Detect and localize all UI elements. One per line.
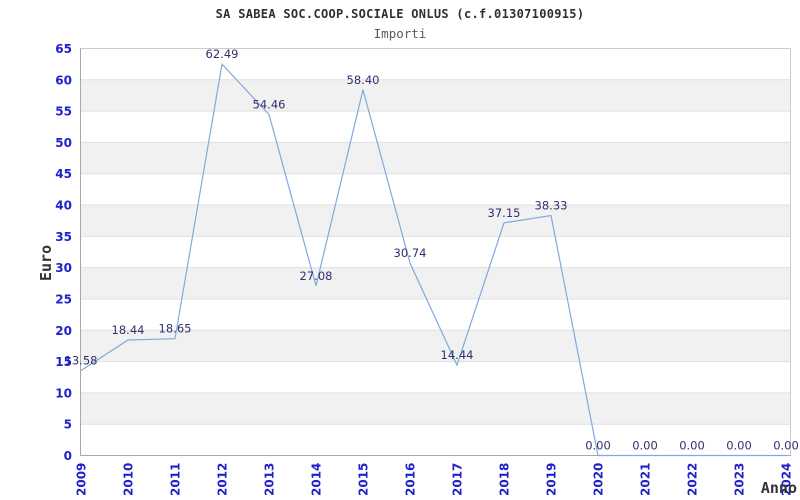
value-label: 0.00 [632, 439, 658, 453]
y-tick-label: 15 [55, 355, 72, 369]
chart-subtitle: Importi [373, 26, 427, 41]
x-tick-label: 2014 [310, 463, 324, 496]
axis-titles: Euro Anno [37, 245, 797, 497]
x-tick-label: 2010 [122, 463, 136, 496]
y-tick-label: 30 [55, 261, 72, 275]
y-tick-label: 25 [55, 292, 72, 306]
plot-band [80, 79, 791, 112]
y-tick-label: 20 [55, 324, 72, 338]
value-label: 37.15 [488, 206, 521, 220]
x-tick-label: 2022 [686, 463, 700, 496]
value-label: 13.58 [65, 354, 98, 368]
value-label: 14.44 [441, 348, 474, 362]
x-tick-label: 2012 [216, 463, 230, 496]
y-axis-title: Euro [37, 245, 55, 281]
series-importi-line [80, 62, 786, 457]
value-label: 0.00 [773, 439, 799, 453]
value-label: 18.44 [112, 323, 145, 337]
chart-title: SA SABEA SOC.COOP.SOCIALE ONLUS (c.f.013… [215, 7, 585, 21]
value-label: 18.65 [159, 322, 192, 336]
data-value-labels: 13.58 18.44 18.65 62.49 54.46 27.08 58.40 30.74… [65, 47, 799, 452]
value-label: 0.00 [726, 439, 752, 453]
x-tick-label: 2013 [263, 463, 277, 496]
x-tick-label: 2011 [169, 463, 183, 496]
x-tick-label: 2021 [639, 463, 653, 496]
plot-band [80, 392, 791, 425]
x-axis-tick-labels: 2009 2010 2011 2012 2013 2014 2015 2016 2017 2018… [75, 463, 794, 496]
y-tick-label: 40 [55, 199, 72, 213]
plot-band [80, 205, 791, 237]
value-label: 58.40 [347, 73, 380, 87]
x-tick-label: 2020 [592, 463, 606, 496]
y-tick-label: 5 [64, 418, 72, 432]
value-label: 0.00 [585, 439, 611, 453]
value-label: 62.49 [206, 47, 239, 61]
y-tick-label: 55 [55, 105, 72, 119]
y-axis-tick-labels: 0 5 10 15 20 25 30 35 40 45 50 55 60 65 [55, 42, 72, 463]
value-label: 54.46 [253, 98, 286, 112]
plot-background-bands [80, 79, 791, 425]
plot-band [80, 267, 791, 299]
x-tick-label: 2015 [357, 463, 371, 496]
y-tick-label: 35 [55, 230, 72, 244]
plot-band [80, 330, 791, 362]
x-axis-title: Anno [761, 479, 797, 497]
x-tick-label: 2018 [498, 463, 512, 496]
x-tick-label: 2009 [75, 463, 89, 496]
plot-band [80, 142, 791, 174]
value-label: 0.00 [679, 439, 705, 453]
x-tick-label: 2024 [780, 463, 794, 496]
x-tick-label: 2016 [404, 463, 418, 496]
x-tick-label: 2017 [451, 463, 465, 496]
series-polyline [80, 62, 786, 457]
value-label: 38.33 [535, 199, 568, 213]
x-tick-label: 2019 [545, 463, 559, 496]
value-label: 27.08 [300, 269, 333, 283]
y-tick-label: 0 [64, 449, 72, 463]
y-tick-label: 10 [55, 386, 72, 400]
y-tick-label: 45 [55, 167, 72, 181]
y-tick-label: 65 [55, 42, 72, 56]
y-tick-label: 60 [55, 73, 72, 87]
y-tick-label: 50 [55, 136, 72, 150]
x-tick-label: 2023 [733, 463, 747, 496]
value-label: 30.74 [394, 246, 427, 260]
